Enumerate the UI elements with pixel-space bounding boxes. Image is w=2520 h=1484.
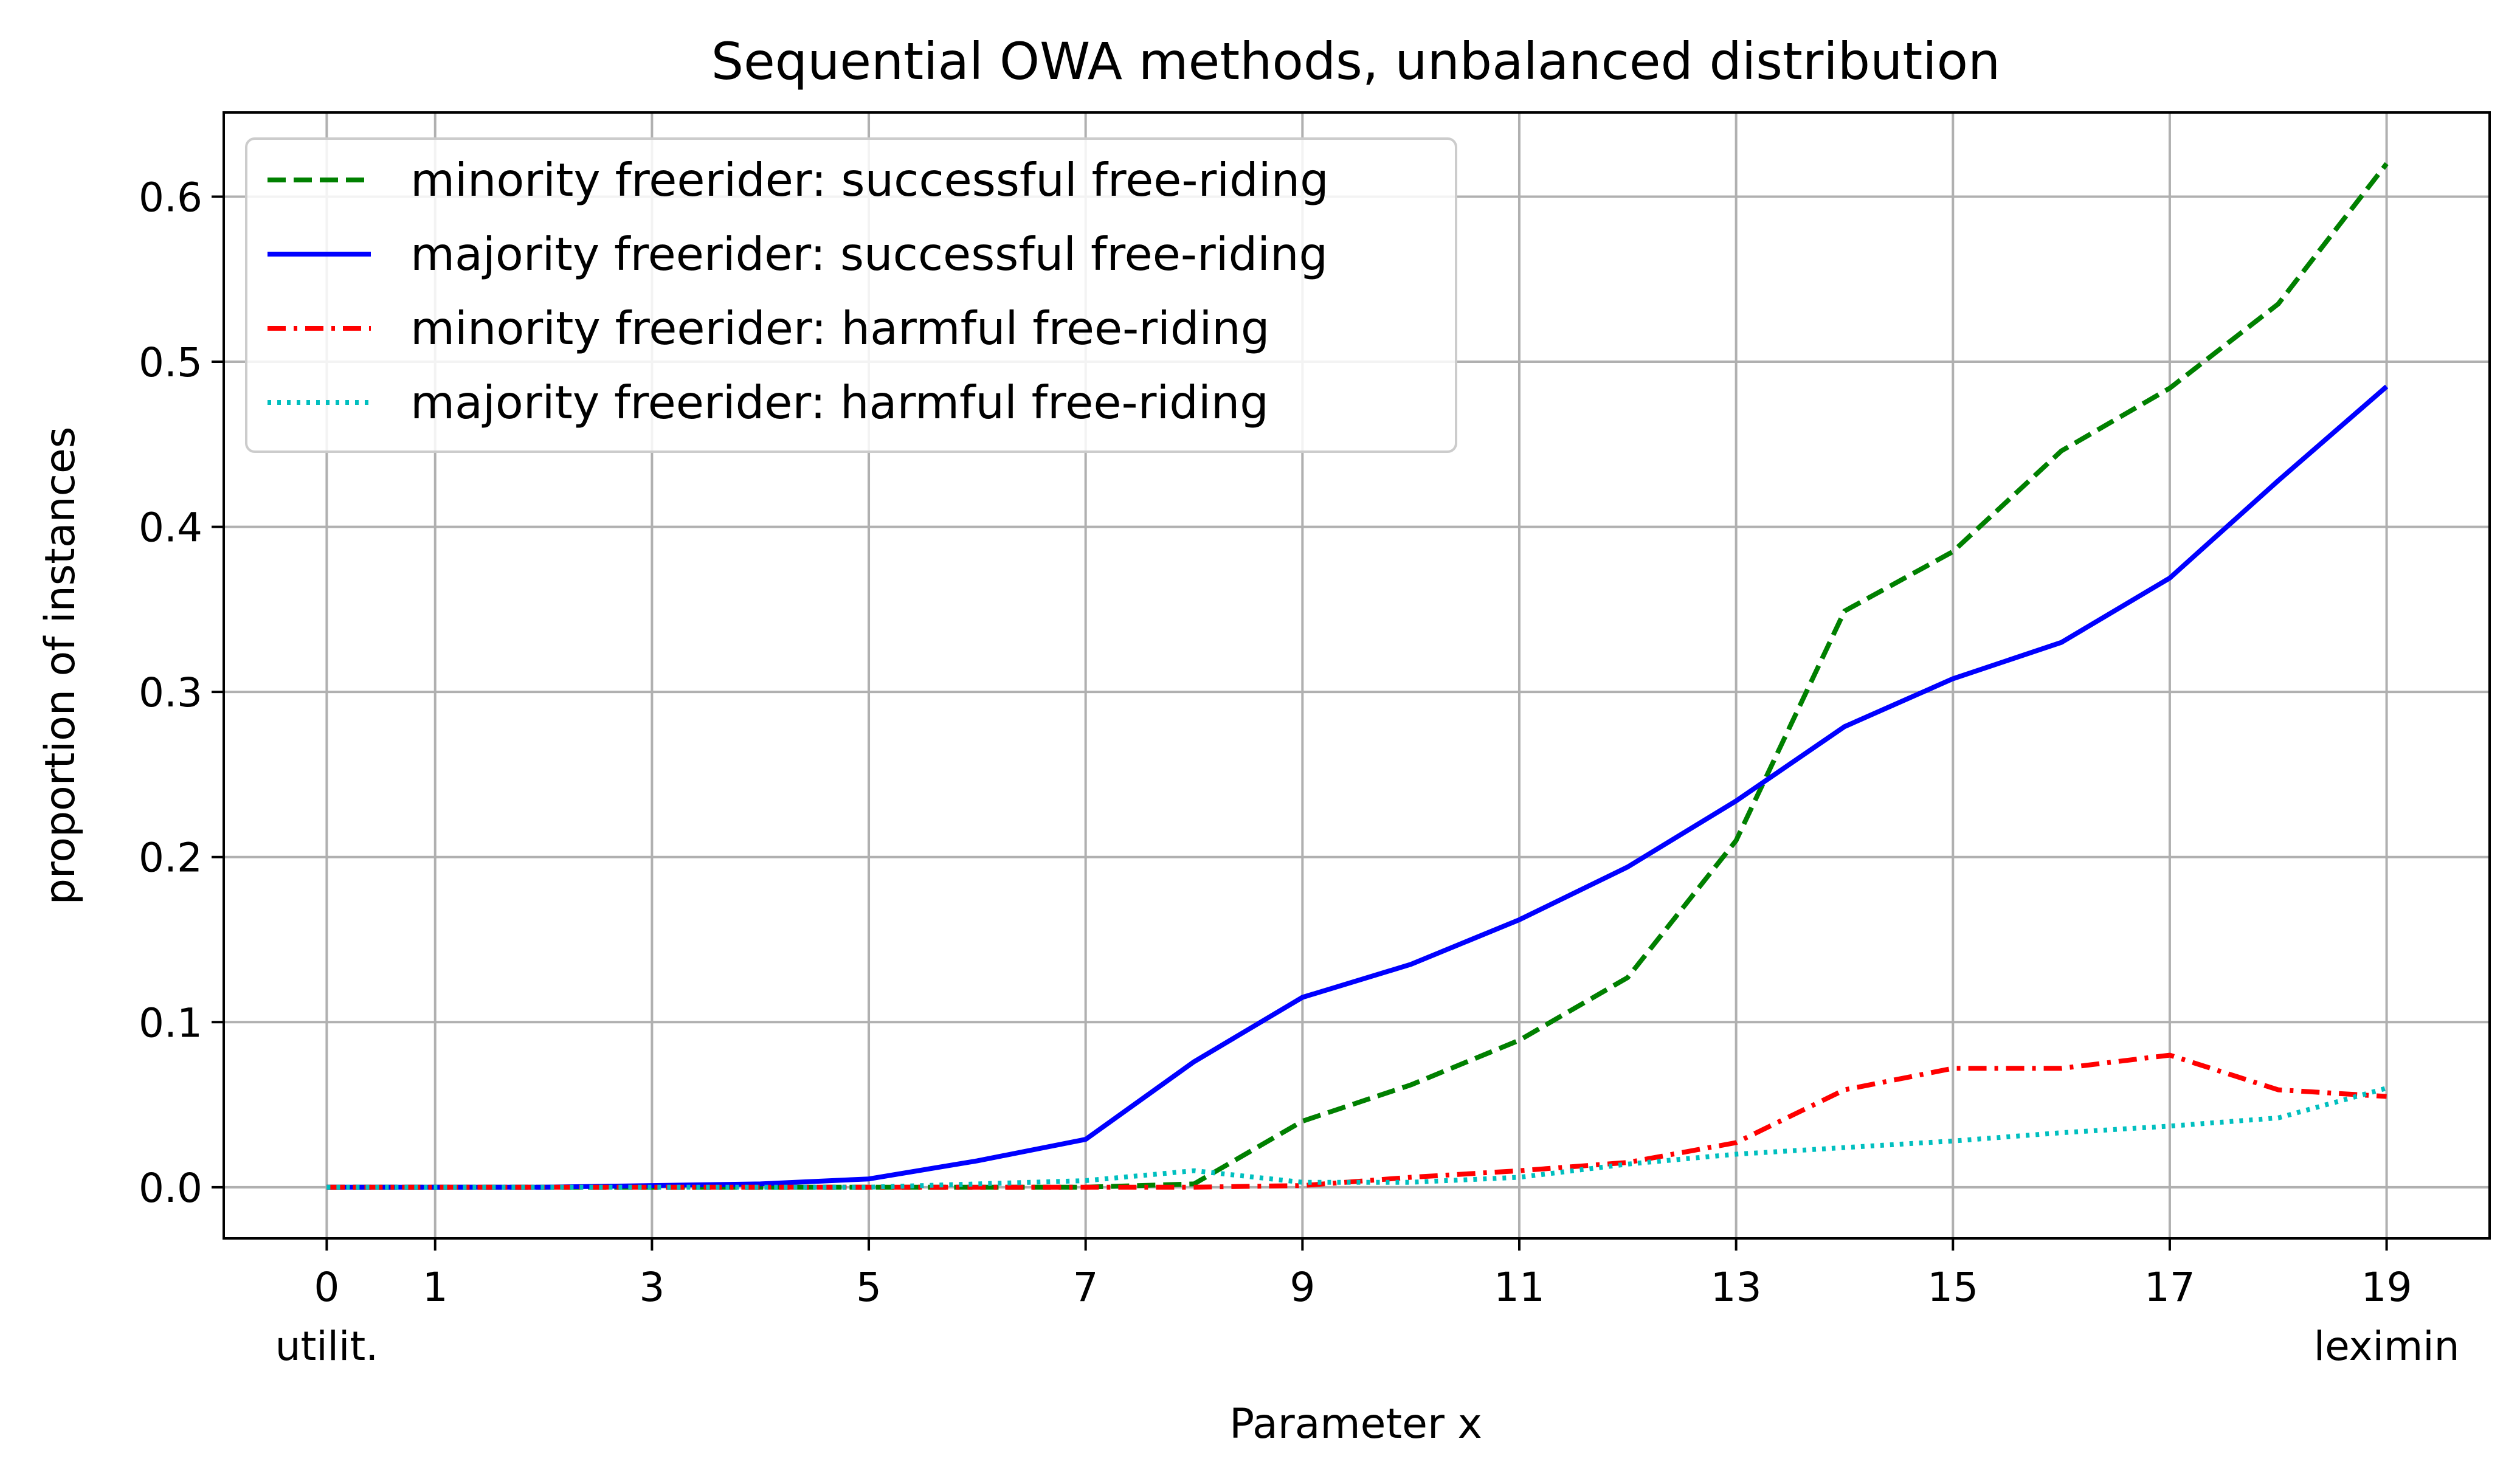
x-tick-label: 13 <box>1711 1264 1762 1311</box>
x-tick-sublabel: leximin <box>2314 1323 2460 1370</box>
x-tick-label: 5 <box>856 1264 882 1311</box>
legend-box <box>245 137 1457 453</box>
y-tick-label: 0.0 <box>139 1165 202 1212</box>
series-line-4 <box>326 1086 2387 1190</box>
legend: minority freerider: successful free-ridi… <box>245 137 1457 453</box>
legend-label: majority freerider: harmful free-riding <box>410 376 1269 429</box>
y-tick-label: 0.3 <box>139 669 202 716</box>
x-tick-label: 1 <box>423 1264 448 1311</box>
y-tick-label: 0.5 <box>139 339 202 386</box>
legend-label: majority freerider: successful free-ridi… <box>410 227 1328 281</box>
y-axis-label: proportion of instances <box>36 427 85 905</box>
series-layer <box>326 162 2389 1190</box>
x-tick-label: 19 <box>2361 1264 2412 1311</box>
y-tick-label: 0.4 <box>139 505 202 551</box>
chart-title: Sequential OWA methods, unbalanced distr… <box>711 32 2000 91</box>
x-axis-label: Parameter x <box>1229 1400 1482 1448</box>
x-tick-label: 0 <box>314 1264 339 1311</box>
x-tick-label: 11 <box>1494 1264 1545 1311</box>
x-tick-label: 3 <box>639 1264 665 1311</box>
y-tick-label: 0.6 <box>139 174 202 221</box>
x-tick-label: 7 <box>1073 1264 1099 1311</box>
plot-frame <box>223 111 2491 1240</box>
x-tick-sublabel: utilit. <box>275 1323 379 1370</box>
x-tick-label: 9 <box>1289 1264 1315 1311</box>
legend-label: minority freerider: successful free-ridi… <box>410 153 1329 207</box>
legend-label: minority freerider: harmful free-riding <box>410 302 1269 355</box>
y-tick-label: 0.2 <box>139 835 202 882</box>
x-tick-label: 15 <box>1927 1264 1978 1311</box>
x-tick-label: 17 <box>2144 1264 2195 1311</box>
y-tick-label: 0.1 <box>139 999 202 1046</box>
